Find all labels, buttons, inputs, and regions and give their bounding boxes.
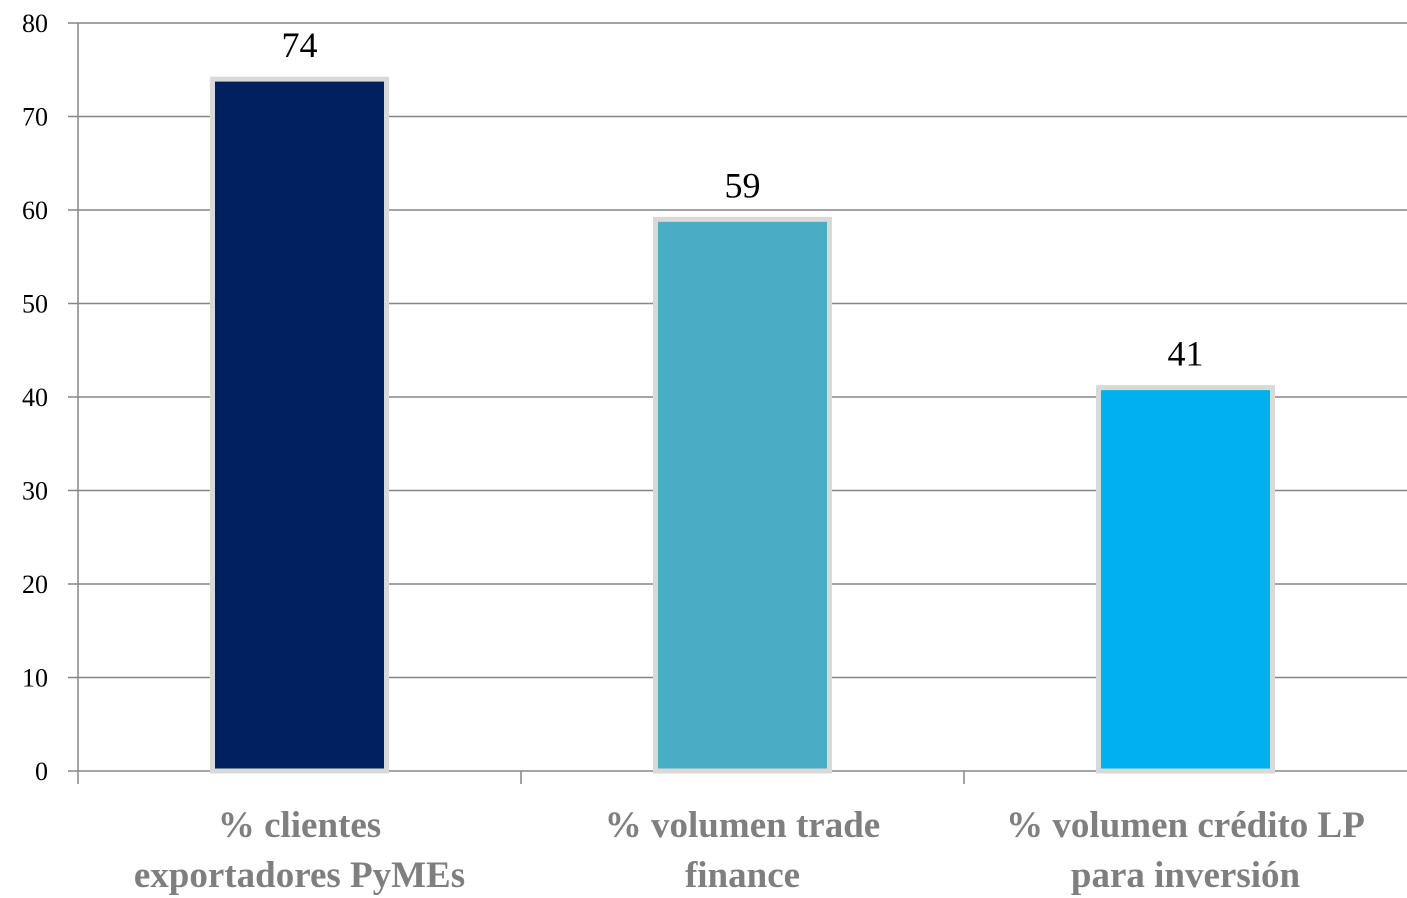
bar xyxy=(210,76,389,774)
x-axis-category-labels: % clientes exportadores PyMEs % volumen tr… xyxy=(134,805,1365,896)
category-label: % clientes exportadores PyMEs xyxy=(134,805,465,896)
category-label-line: exportadores PyMEs xyxy=(134,855,465,896)
category-label: % volumen crédito LP para inversión xyxy=(1006,805,1365,896)
y-tick-label: 40 xyxy=(22,383,48,412)
y-tick-label: 80 xyxy=(22,9,48,38)
y-tick-label: 60 xyxy=(22,196,48,225)
data-label: 59 xyxy=(725,165,761,205)
category-label-line: % volumen trade xyxy=(605,805,880,846)
y-tick-label: 50 xyxy=(22,290,48,319)
y-tick-label: 0 xyxy=(35,757,48,786)
category-label-line: para inversión xyxy=(1071,855,1301,896)
bar xyxy=(1096,385,1275,774)
y-tick-label: 10 xyxy=(22,664,48,693)
category-label-line: % clientes xyxy=(218,805,381,846)
y-tick-label: 30 xyxy=(22,477,48,506)
bars xyxy=(210,76,1275,774)
category-label-line: % volumen crédito LP xyxy=(1006,805,1365,846)
y-tick-label: 20 xyxy=(22,570,48,599)
data-labels: 74 59 41 xyxy=(282,25,1204,374)
category-label-line: finance xyxy=(685,855,800,896)
y-axis-tick-labels: 0 10 20 30 40 50 60 70 80 xyxy=(22,9,48,786)
data-label: 41 xyxy=(1168,334,1204,374)
bar xyxy=(653,216,832,774)
data-label: 74 xyxy=(282,25,318,65)
y-tick-label: 70 xyxy=(22,103,48,132)
category-label: % volumen trade finance xyxy=(605,805,880,896)
